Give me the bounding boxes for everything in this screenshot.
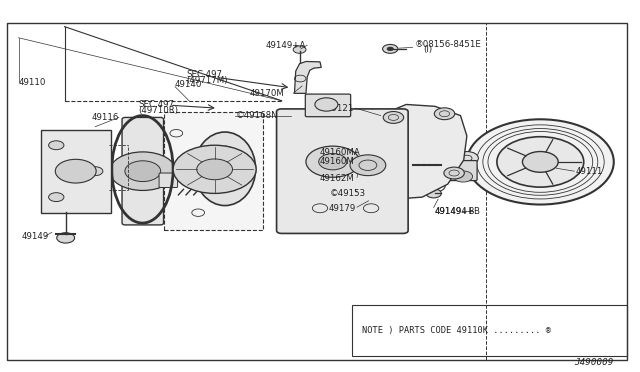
Text: SEC.497: SEC.497: [186, 70, 222, 79]
Text: 49179: 49179: [328, 204, 356, 213]
Circle shape: [55, 159, 96, 183]
Text: 49149+B: 49149+B: [435, 208, 476, 217]
Text: 49160MA: 49160MA: [320, 148, 361, 157]
Circle shape: [109, 152, 176, 190]
Circle shape: [454, 171, 472, 182]
Bar: [352, 305, 627, 356]
Circle shape: [88, 167, 103, 176]
Bar: [7, 23, 486, 360]
Text: 49111: 49111: [575, 167, 603, 176]
Circle shape: [497, 137, 584, 187]
Circle shape: [306, 146, 360, 177]
Text: 49160M: 49160M: [320, 157, 355, 166]
Text: 49170M: 49170M: [250, 89, 285, 98]
Polygon shape: [294, 61, 321, 93]
Circle shape: [444, 167, 465, 179]
FancyBboxPatch shape: [41, 130, 111, 213]
Text: 491494+B: 491494+B: [435, 208, 481, 217]
Circle shape: [383, 112, 404, 124]
FancyBboxPatch shape: [276, 109, 408, 234]
Text: SEC.497: SEC.497: [138, 100, 174, 109]
Circle shape: [432, 184, 438, 188]
Text: 49116: 49116: [92, 113, 120, 122]
Circle shape: [383, 44, 398, 53]
Ellipse shape: [194, 132, 255, 206]
Circle shape: [426, 189, 442, 198]
Circle shape: [319, 154, 347, 170]
Text: 49110: 49110: [19, 78, 46, 87]
FancyBboxPatch shape: [449, 161, 477, 180]
FancyBboxPatch shape: [122, 118, 164, 225]
Circle shape: [456, 151, 478, 165]
Text: (49710R): (49710R): [138, 106, 178, 115]
Text: ©49153: ©49153: [330, 189, 365, 198]
Text: 49162M: 49162M: [320, 174, 355, 183]
Text: 49149: 49149: [21, 231, 49, 241]
Text: J490009: J490009: [574, 357, 614, 366]
Text: 49149+A: 49149+A: [266, 41, 306, 50]
Ellipse shape: [206, 146, 244, 191]
Circle shape: [293, 46, 306, 53]
Text: (I): (I): [424, 45, 433, 54]
Polygon shape: [371, 105, 467, 199]
Circle shape: [315, 98, 338, 111]
Text: (49717M): (49717M): [186, 76, 227, 85]
Text: 49121: 49121: [326, 104, 354, 113]
Text: 49140: 49140: [175, 80, 202, 89]
Text: NOTE ) PARTS CODE 49110K ......... ®: NOTE ) PARTS CODE 49110K ......... ®: [362, 326, 550, 335]
Circle shape: [49, 193, 64, 202]
Circle shape: [435, 108, 455, 120]
Circle shape: [125, 161, 161, 182]
Text: ©49168N: ©49168N: [236, 111, 278, 120]
Circle shape: [173, 145, 256, 193]
Circle shape: [49, 141, 64, 150]
FancyBboxPatch shape: [305, 94, 351, 117]
Bar: [164, 112, 262, 231]
Circle shape: [196, 159, 232, 180]
Circle shape: [350, 155, 386, 176]
Circle shape: [57, 233, 75, 243]
Circle shape: [387, 47, 394, 51]
Circle shape: [467, 119, 614, 205]
Text: ®08156-8451E: ®08156-8451E: [415, 40, 481, 49]
FancyBboxPatch shape: [159, 173, 177, 187]
Circle shape: [522, 151, 558, 172]
